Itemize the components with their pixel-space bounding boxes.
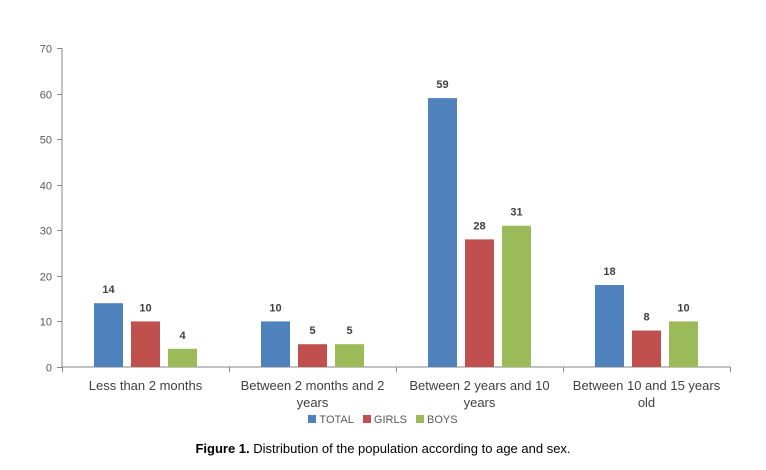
bar-total (94, 303, 123, 367)
chart-legend: TOTAL GIRLS BOYS (0, 414, 766, 426)
x-category-label: Between 2 years and 10 (409, 378, 549, 393)
figure-caption: Figure 1. Distribution of the population… (0, 441, 766, 456)
bar-boys (669, 321, 698, 367)
data-label-girls: 28 (473, 220, 485, 232)
x-category-label: years (464, 395, 496, 410)
bar-total (595, 284, 624, 367)
legend-swatch-boys (416, 415, 424, 423)
figure-caption-label: Figure 1. (195, 441, 250, 456)
bar-total (428, 98, 457, 367)
data-label-total: 18 (603, 266, 615, 278)
bar-total (261, 321, 290, 367)
figure-caption-text: Distribution of the population according… (249, 441, 571, 456)
legend-label-boys: BOYS (427, 414, 458, 426)
legend-label-total: TOTAL (319, 414, 354, 426)
y-tick-label: 40 (40, 181, 52, 193)
legend-item-girls: GIRLS (362, 414, 407, 426)
y-tick-label: 70 (40, 44, 52, 56)
legend-label-girls: GIRLS (373, 414, 407, 426)
bar-girls (131, 321, 160, 367)
data-label-boys: 31 (510, 207, 522, 219)
bar-boys (168, 348, 197, 367)
data-label-total: 14 (102, 284, 115, 296)
bar-girls (298, 344, 327, 367)
bar-boys (502, 225, 531, 367)
data-label-total: 59 (436, 79, 448, 91)
y-tick-label: 50 (40, 135, 52, 147)
data-label-boys: 10 (677, 302, 689, 314)
y-tick-label: 20 (40, 272, 52, 284)
legend-item-boys: BOYS (416, 414, 458, 426)
legend-swatch-girls (362, 415, 371, 423)
y-tick-label: 60 (40, 90, 52, 102)
x-category-label: Between 2 months and 2 (241, 378, 385, 393)
y-tick-label: 30 (40, 226, 52, 238)
y-tick-label: 0 (46, 363, 52, 375)
data-label-boys: 4 (179, 330, 186, 342)
data-label-girls: 5 (309, 325, 315, 337)
y-tick-label: 10 (40, 317, 52, 329)
data-label-girls: 8 (643, 312, 649, 324)
data-label-total: 10 (269, 302, 281, 314)
data-label-boys: 5 (346, 325, 352, 337)
x-category-label: years (297, 395, 329, 410)
legend-item-total: TOTAL (308, 414, 354, 426)
data-label-girls: 10 (139, 302, 151, 314)
x-category-label: old (638, 395, 655, 410)
bar-girls (465, 239, 494, 367)
bar-chart: 0 10 20 30 40 50 60 70 14 10 4 Less than 2 months 10… (40, 44, 731, 410)
bar-girls (632, 330, 661, 367)
legend-swatch-total (308, 415, 317, 423)
bar-boys (335, 344, 364, 367)
x-category-label: Between 10 and 15 years (573, 378, 721, 393)
x-category-label: Less than 2 months (89, 378, 203, 393)
